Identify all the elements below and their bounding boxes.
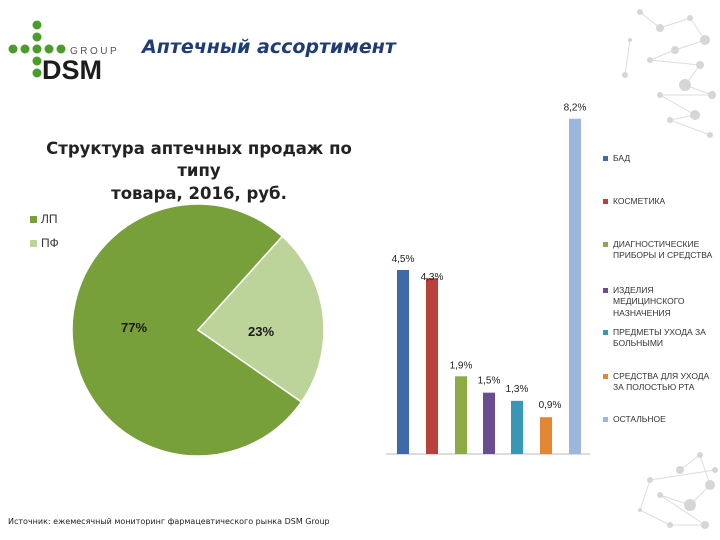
bar-4 [483, 392, 495, 454]
bar-legend-label-3: Диагностические приборы и средства [613, 239, 713, 261]
bar-legend-swatch-7 [603, 417, 608, 422]
bar-legend-item-4: Изделия медицинского назначения [603, 285, 715, 319]
bar-value-label-5: 1,3% [506, 384, 529, 395]
molecule-link [639, 509, 671, 526]
bar-legend-swatch-3 [603, 242, 608, 247]
molecule-link [659, 494, 706, 526]
molecule-dot [679, 79, 691, 91]
bar-legend-swatch-6 [603, 374, 608, 379]
pie-title-line2: товара, 2016, руб. [111, 183, 287, 203]
bar-legend-label-4: Изделия медицинского назначения [613, 285, 685, 318]
molecule-dot [708, 91, 716, 99]
pie-slice-label-lp: 77% [121, 320, 147, 335]
bar-legend-item-2: Косметика [603, 196, 715, 207]
bar-5 [511, 400, 523, 454]
bar-legend-swatch-5 [603, 330, 608, 335]
bar-legend-item-7: Остальное [603, 414, 715, 425]
pie-legend-swatch-lp [30, 215, 37, 223]
molecule-link [674, 39, 706, 51]
molecule-dot [637, 9, 643, 15]
bar-legend-item-3: Диагностические приборы и средства [603, 239, 715, 262]
logo-cross-dots [8, 20, 66, 78]
bar-value-label-1: 4,5% [392, 254, 415, 265]
molecule-link [669, 119, 711, 136]
page-title: Аптечный ассортимент [142, 36, 396, 58]
molecule-link [624, 39, 631, 76]
bar-legend-swatch-4 [603, 288, 608, 293]
pie-legend-item-pf: ПФ [30, 236, 59, 250]
molecule-link [659, 94, 696, 116]
molecule-link [699, 454, 711, 486]
bar-3 [455, 376, 467, 454]
molecule-link [639, 11, 661, 29]
pie-legend-label-lp: ЛП [41, 212, 58, 226]
molecule-link [659, 17, 691, 29]
pie-slice-lp [71, 203, 303, 457]
bar-legend-item-1: БАД [603, 153, 715, 164]
logo-dsm-text: DSM [42, 55, 102, 85]
molecule-dot [687, 15, 693, 21]
molecule-dot [647, 477, 653, 483]
molecule-dots [622, 9, 718, 529]
bar-value-label-2: 4,3% [421, 272, 444, 283]
molecule-link [649, 59, 701, 66]
bar-6 [540, 417, 552, 454]
bar-7 [569, 118, 581, 454]
molecule-dot [628, 38, 632, 42]
molecule-link [649, 469, 716, 481]
bar-legend-label-5: Предметы ухода за больными [613, 327, 706, 349]
bar-1 [397, 270, 409, 454]
bar-legend-label-1: БАД [613, 153, 631, 163]
molecule-dot [712, 467, 718, 473]
pie-slice-pf [196, 235, 325, 403]
molecule-link [649, 49, 676, 61]
molecule-dot [667, 117, 673, 123]
molecule-dot [701, 521, 709, 529]
molecule-dot [690, 110, 700, 120]
molecule-dot [700, 35, 710, 45]
dsm-logo: GROUP DSM [8, 20, 119, 85]
pie-legend-swatch-pf [30, 239, 37, 247]
bar-value-label-3: 1,9% [450, 360, 473, 371]
molecule-dot [647, 57, 653, 63]
molecule-dot [697, 452, 703, 458]
bar-value-label-4: 1,5% [478, 376, 501, 387]
molecule-dot [657, 92, 663, 98]
bar-legend-label-7: Остальное [613, 414, 666, 424]
bar-value-label-6: 0,9% [539, 400, 562, 411]
molecule-dot [622, 72, 628, 78]
molecule-dot [707, 132, 713, 138]
source-note: Источник: ежемесячный мониторинг фармаце… [8, 517, 330, 526]
pie-chart-title: Структура аптечных продаж по типу товара… [40, 138, 358, 205]
molecule-link [679, 454, 701, 471]
molecule-dot [696, 61, 704, 69]
pie-legend-item-lp: ЛП [30, 212, 58, 226]
molecule-dot [656, 24, 664, 32]
bar-legend-item-5: Предметы ухода за больными [603, 327, 715, 350]
molecule-dot [676, 466, 684, 474]
molecule-link [639, 479, 651, 511]
bar-legend-label-6: Средства для ухода за полостью рта [613, 371, 710, 393]
molecule-dot [638, 508, 642, 512]
molecule-dot [667, 522, 673, 528]
molecule-dot [705, 480, 715, 490]
bar-value-label-7: 8,2% [564, 103, 587, 114]
pie-legend-label-pf: ПФ [41, 236, 59, 250]
bar-2 [426, 278, 438, 454]
pie-slice-label-pf: 23% [248, 324, 274, 339]
bar-legend-swatch-1 [603, 156, 608, 161]
logo-group-text: GROUP [70, 46, 119, 57]
molecule-dot [684, 499, 696, 511]
molecule-dot [671, 46, 679, 54]
molecule-dot [657, 492, 663, 498]
bar-legend-label-2: Косметика [613, 196, 666, 206]
bar-legend-swatch-2 [603, 199, 608, 204]
pie-title-line1: Структура аптечных продаж по типу [46, 139, 352, 181]
bar-legend-item-6: Средства для ухода за полостью рта [603, 371, 715, 394]
